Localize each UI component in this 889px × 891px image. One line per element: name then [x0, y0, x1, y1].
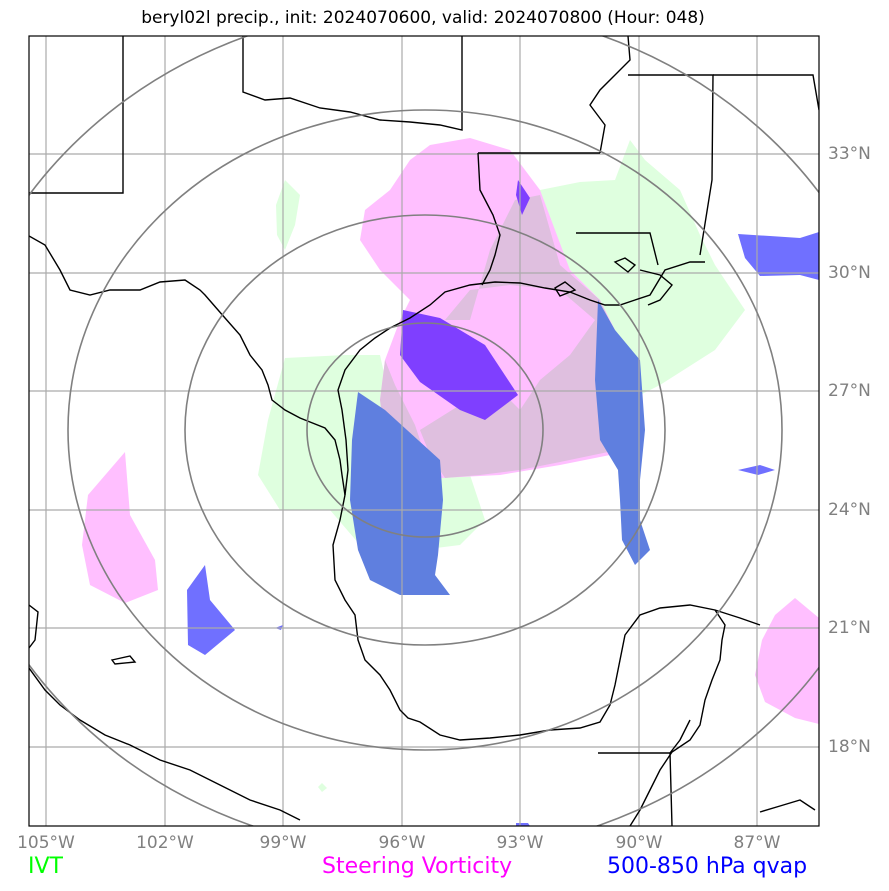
mexico-coast	[332, 494, 761, 741]
legend-ivt: IVT	[28, 854, 63, 879]
x-tick-90w: 90°W	[615, 833, 663, 853]
state-border-al-ga	[713, 74, 819, 111]
x-tick-93w: 93°W	[496, 833, 544, 853]
state-border-ms-al	[628, 74, 714, 256]
range-rings	[29, 36, 819, 826]
x-tick-87w: 87°W	[733, 833, 781, 853]
x-tick-96w: 96°W	[378, 833, 426, 853]
legend-steering-vorticity: Steering Vorticity	[322, 854, 513, 879]
map-frame	[28, 35, 820, 827]
state-border-la-ms	[576, 232, 659, 266]
range-ring-1	[306, 322, 544, 538]
legend-qvap: 500-850 hPa qvap	[607, 854, 808, 879]
qvap-area-texas-offshore	[350, 392, 450, 595]
state-border-belize	[669, 719, 691, 754]
vorticity-area-southeast	[755, 598, 819, 724]
y-tick-27n: 27°N	[828, 381, 871, 401]
map-title: beryl02l precip., init: 2024070600, vali…	[141, 8, 705, 28]
range-ring-2	[184, 214, 666, 646]
qvap-area-mississippi	[595, 300, 650, 565]
y-tick-33n: 33°N	[828, 144, 871, 164]
range-ring-3	[67, 109, 783, 751]
texas-coast	[337, 261, 705, 496]
mexico-pacific-coast	[29, 667, 301, 821]
ivt-area-east	[540, 140, 745, 395]
x-tick-102w: 102°W	[136, 833, 194, 853]
x-tick-99w: 99°W	[259, 833, 307, 853]
state-border-tx-la	[477, 152, 501, 286]
coastlines-borders	[29, 36, 819, 826]
state-border-nm-tx	[29, 36, 124, 194]
qvap-fills	[187, 180, 819, 826]
vorticity-area-west	[82, 452, 158, 603]
island-cuba-west	[759, 799, 816, 813]
y-tick-24n: 24°N	[828, 500, 871, 520]
ivt-area-north	[276, 180, 300, 250]
gridlines	[29, 36, 819, 826]
us-mexico-border	[29, 235, 346, 496]
y-tick-18n: 18°N	[828, 737, 871, 757]
island-small-1	[110, 655, 137, 665]
state-border-mexico-guatemala	[598, 752, 673, 826]
ivt-area-south	[318, 783, 327, 792]
state-border-ok	[242, 36, 463, 131]
state-border-ms-river	[589, 36, 631, 154]
qvap-area-louisiana-coast	[400, 310, 518, 420]
qvap-area-east	[738, 232, 819, 280]
yucatan-coast	[629, 609, 726, 826]
qvap-area-west	[187, 565, 235, 655]
louisiana-marsh	[554, 257, 673, 306]
y-tick-21n: 21°N	[828, 618, 871, 638]
island-small-2	[29, 604, 39, 649]
x-tick-105w: 105°W	[17, 833, 75, 853]
y-tick-30n: 30°N	[828, 263, 871, 283]
